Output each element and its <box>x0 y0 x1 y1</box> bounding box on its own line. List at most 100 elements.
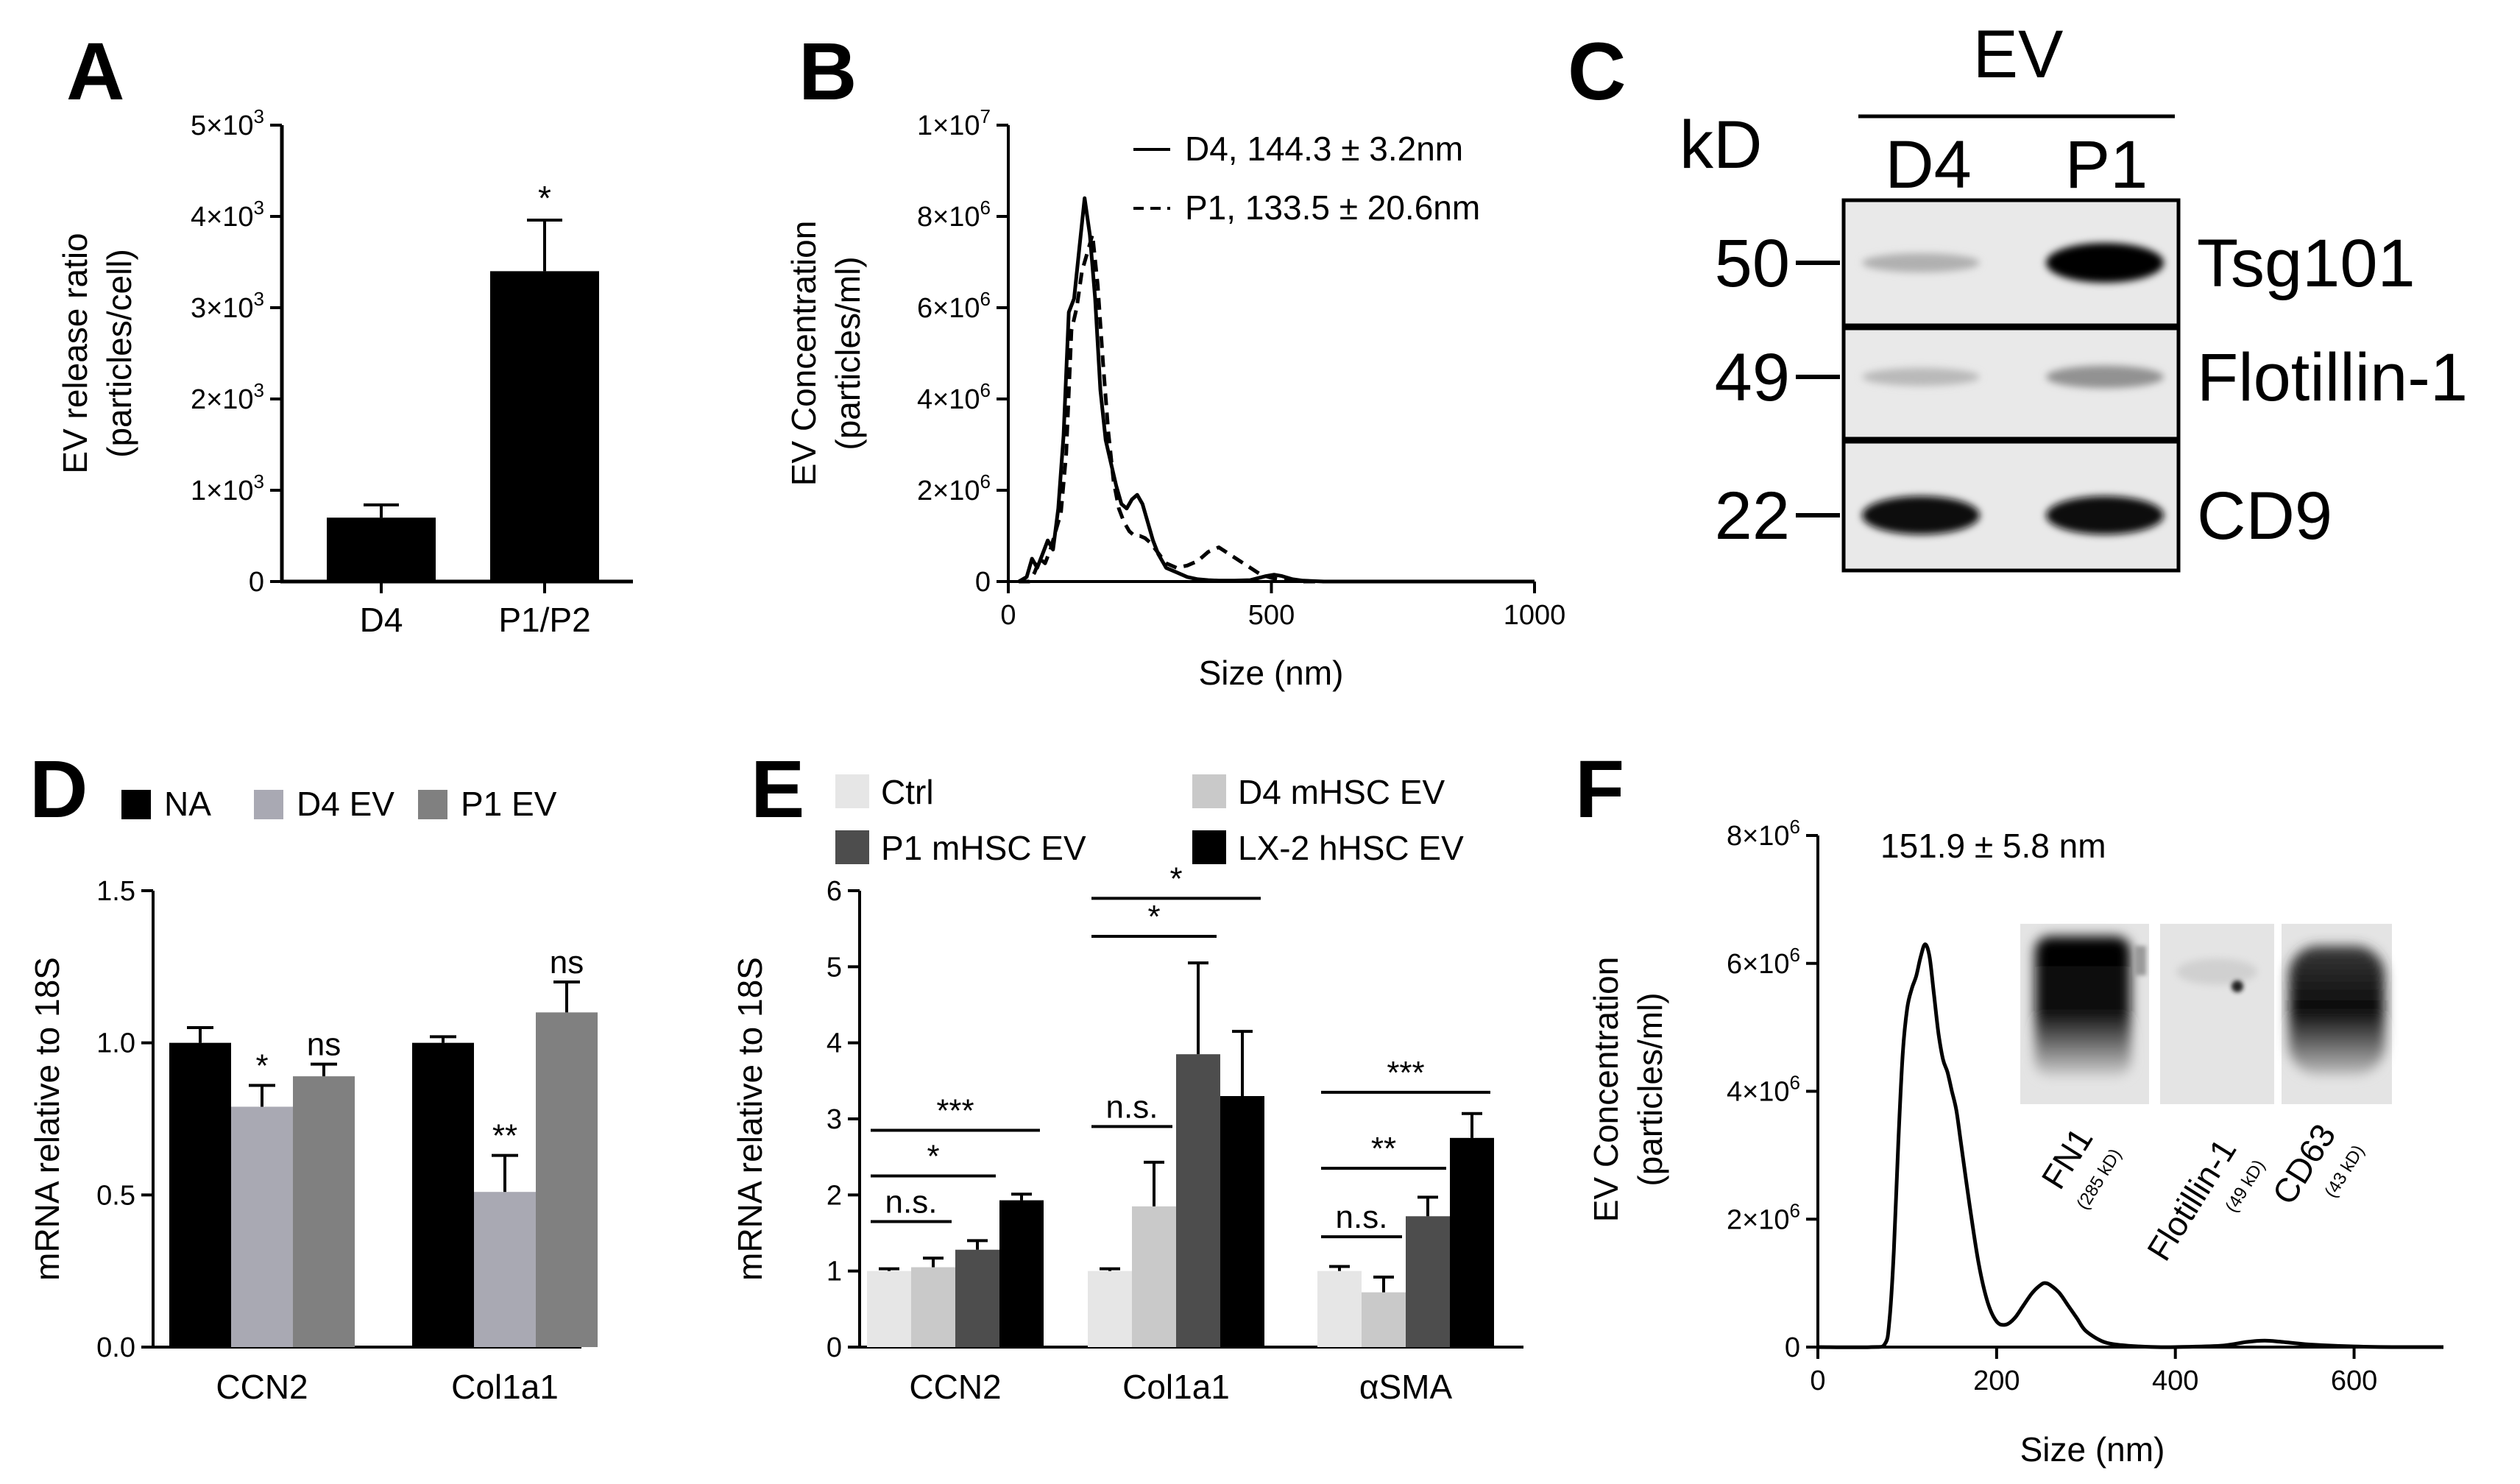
e-bar-1-lx-2-hhsc-ev <box>1220 1096 1264 1347</box>
panel-label-d: D <box>29 744 88 835</box>
d-legend-swatch-2 <box>418 790 447 819</box>
panel-c-lane-p1: P1 <box>2065 127 2148 202</box>
e-ytick-label-5: 5 <box>827 952 842 983</box>
a-ytick-label-1: 1×103 <box>191 470 264 506</box>
c-marker-label-2: 22 <box>1715 478 1790 554</box>
c-band-tsg101-d4 <box>1862 253 1980 272</box>
f-inset-band-flotillin <box>2176 958 2257 985</box>
f-xtick-label-3: 600 <box>2331 1365 2377 1396</box>
e-comparison-label-8: *** <box>1387 1055 1424 1091</box>
a-ytick-label-0: 0 <box>249 567 264 598</box>
e-comparison-label-0: n.s. <box>885 1184 938 1220</box>
e-legend-label-2: P1 mHSC EV <box>881 829 1086 867</box>
e-bar-0-lx-2-hhsc-ev <box>999 1200 1044 1347</box>
d-significance-1-1: ** <box>492 1118 517 1154</box>
e-comparison-label-1: * <box>927 1139 939 1175</box>
a-ytick-label-2: 2×103 <box>191 379 264 415</box>
b-ytick-label-2: 4×106 <box>917 379 991 415</box>
panel-b-ylabel-line1: EV Concentration <box>785 221 823 487</box>
panel-f-ylabel-line1: EV Concentration <box>1587 957 1625 1223</box>
panel-b-line-chart: 0 2×106 4×106 6×106 8×106 1×107 0 500 1000 Size … <box>785 105 1565 692</box>
d-ytick-label-0: 0.0 <box>96 1332 135 1363</box>
e-bar-2-d4-mhsc-ev <box>1362 1292 1406 1347</box>
b-series-p1 <box>1019 233 1535 584</box>
e-legend-swatch-3 <box>1192 830 1226 864</box>
panel-label-b: B <box>799 26 857 117</box>
e-bar-2-p1-mhsc-ev <box>1406 1216 1450 1347</box>
d-significance-0-2: ns <box>307 1027 341 1063</box>
d-bar-col1a1-d4-ev <box>474 1192 536 1347</box>
f-ytick-label-2: 4×106 <box>1727 1072 1800 1108</box>
f-xtick-label-1: 200 <box>1973 1365 2020 1396</box>
panel-a-ylabel-line1: EV release ratio <box>56 233 94 473</box>
c-band-tsg101-p1 <box>2046 243 2164 283</box>
e-comparison-label-7: ** <box>1371 1131 1396 1167</box>
f-series-ev <box>1817 942 2444 1349</box>
panel-b-legend-p1: P1, 133.5 ± 20.6nm <box>1185 188 1480 227</box>
e-legend-swatch-2 <box>835 830 869 864</box>
panel-e-bar-chart: 0 1 2 3 4 5 6 CCN2 Col1a1 αSMA Ctrl D4 mHSC EV P1 … <box>731 773 1523 1406</box>
b-xtick-label-1: 500 <box>1248 600 1295 631</box>
d-legend-swatch-1 <box>254 790 283 819</box>
b-xtick-label-0: 0 <box>1000 600 1016 631</box>
e-bar-0-d4-mhsc-ev <box>911 1267 955 1347</box>
d-ytick-label-2: 1.0 <box>96 1028 135 1059</box>
panel-f-ylabel-line2: (particles/ml) <box>1631 992 1669 1186</box>
f-inset-band-cd63 <box>2289 946 2385 1075</box>
b-ytick-label-1: 2×106 <box>917 470 991 506</box>
panel-b-ylabel-line2: (particles/ml) <box>829 256 867 450</box>
e-legend-label-3: LX-2 hHSC EV <box>1238 829 1464 867</box>
a-ytick-label-4: 4×103 <box>191 197 264 233</box>
e-comparison-label-3: n.s. <box>1106 1089 1158 1125</box>
c-band-flotillin-1-d4 <box>1862 367 1980 386</box>
e-comparison-label-6: n.s. <box>1336 1199 1388 1235</box>
d-bar-ccn2-p1-ev <box>293 1076 355 1347</box>
c-band-cd9-p1 <box>2046 495 2164 535</box>
panel-f-line-chart: 0 2×106 4×106 6×106 8×106 0 200 400 600 151.9 ± … <box>1587 816 2444 1469</box>
e-bar-0-ctrl <box>867 1271 911 1347</box>
panel-a-ylabel-line2: (particles/cell) <box>100 249 138 458</box>
f-xtick-label-2: 400 <box>2152 1365 2198 1396</box>
e-bar-1-d4-mhsc-ev <box>1132 1206 1176 1347</box>
e-ytick-label-2: 2 <box>827 1180 842 1211</box>
panel-f-xlabel: Size (nm) <box>2020 1430 2165 1469</box>
c-band-flotillin-1-p1 <box>2046 365 2164 389</box>
e-ytick-label-1: 1 <box>827 1257 842 1287</box>
panel-b-xlabel: Size (nm) <box>1199 654 1344 692</box>
e-xtick-label-0: CCN2 <box>909 1368 1001 1406</box>
panel-a-bar-chart: 0 1×103 2×103 3×103 4×103 5×103 D4 P1/P2 * EV r… <box>56 105 633 639</box>
e-comparison-label-4: * <box>1147 899 1160 935</box>
b-ytick-label-0: 0 <box>975 567 991 598</box>
f-ytick-label-4: 8×106 <box>1727 816 1800 852</box>
panel-c-title: EV <box>1973 17 2064 92</box>
e-xtick-label-2: αSMA <box>1359 1368 1453 1406</box>
a-ytick-label-5: 5×103 <box>191 105 264 141</box>
a-ytick-label-3: 3×103 <box>191 288 264 324</box>
c-protein-label-1: Flotillin-1 <box>2197 340 2468 415</box>
d-xtick-label-0: CCN2 <box>216 1368 308 1406</box>
d-ytick-label-3: 1.5 <box>96 876 135 907</box>
panel-label-f: F <box>1575 744 1624 835</box>
d-legend-label-0: NA <box>164 785 211 823</box>
c-marker-label-1: 49 <box>1715 340 1790 415</box>
e-ytick-label-3: 3 <box>827 1104 842 1135</box>
d-bar-ccn2-na <box>169 1042 231 1347</box>
d-legend-label-2: P1 EV <box>461 785 557 823</box>
e-bar-1-ctrl <box>1088 1271 1132 1347</box>
a-bar-0 <box>327 517 436 582</box>
panel-d-bar-chart: 0.0 0.5 1.0 1.5 * ns CCN2 ** ns Col1a1 NA D4 EV P1… <box>28 785 598 1406</box>
d-legend-swatch-0 <box>121 790 151 819</box>
e-bar-0-p1-mhsc-ev <box>955 1249 999 1347</box>
f-inset-bg-1 <box>2160 924 2274 1104</box>
panel-e-ylabel: mRNA relative to 18S <box>731 957 769 1281</box>
panel-label-a: A <box>66 26 124 117</box>
f-xtick-label-0: 0 <box>1810 1365 1825 1396</box>
e-bar-1-p1-mhsc-ev <box>1176 1054 1220 1347</box>
e-ytick-label-6: 6 <box>827 876 842 907</box>
c-band-cd9-d4 <box>1862 495 1980 535</box>
e-bar-2-ctrl <box>1317 1271 1362 1347</box>
c-protein-label-0: Tsg101 <box>2197 226 2415 301</box>
panel-f-annotation: 151.9 ± 5.8 nm <box>1880 827 2106 865</box>
panel-label-c: C <box>1568 26 1626 117</box>
e-comparison-label-2: *** <box>936 1093 974 1129</box>
